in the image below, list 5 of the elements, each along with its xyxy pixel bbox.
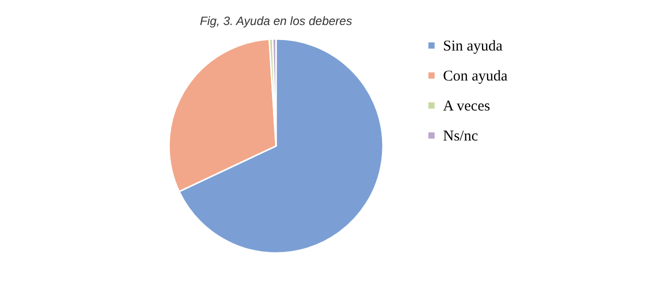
legend-label: Sin ayuda — [443, 38, 503, 54]
chart-title: Fig, 3. Ayuda en los deberes — [200, 14, 352, 28]
legend-label: Ns/nc — [443, 128, 478, 144]
legend-label: Con ayuda — [443, 68, 508, 84]
legend-label: A veces — [443, 98, 490, 114]
